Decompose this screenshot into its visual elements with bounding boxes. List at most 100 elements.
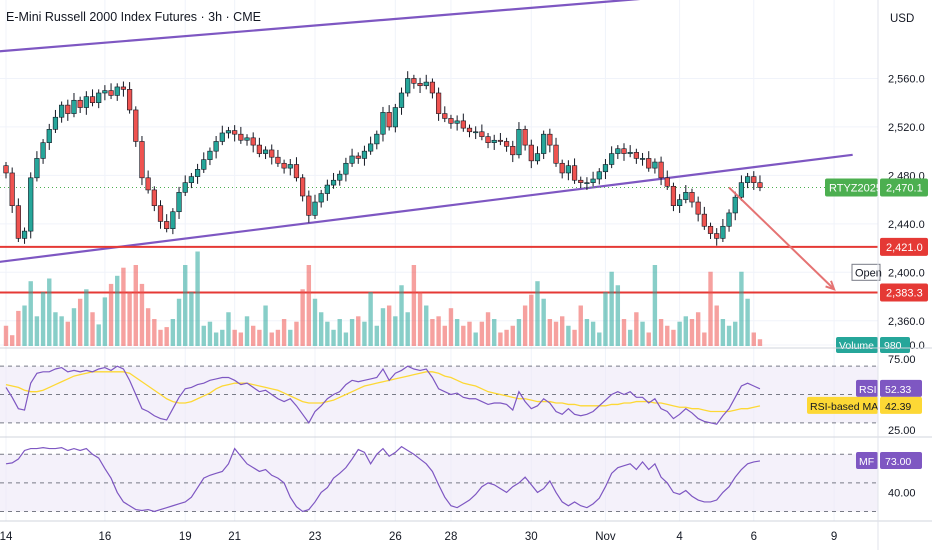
candle[interactable] xyxy=(374,133,380,145)
candle[interactable] xyxy=(275,156,281,164)
candle[interactable] xyxy=(497,139,504,142)
candle[interactable] xyxy=(578,179,584,183)
candle[interactable] xyxy=(565,165,571,174)
candle[interactable] xyxy=(114,86,120,96)
candle[interactable] xyxy=(553,144,559,164)
open-annotation-box[interactable] xyxy=(851,263,881,281)
candle[interactable] xyxy=(627,152,633,154)
candle[interactable] xyxy=(417,83,423,87)
candle[interactable] xyxy=(225,130,232,134)
candle[interactable] xyxy=(559,162,565,174)
candle[interactable] xyxy=(398,92,405,108)
candle[interactable] xyxy=(281,162,287,169)
candle[interactable] xyxy=(139,141,145,179)
candle[interactable] xyxy=(751,176,757,183)
candle[interactable] xyxy=(77,99,83,108)
candle[interactable] xyxy=(244,137,250,141)
candle[interactable] xyxy=(300,177,306,197)
candle[interactable] xyxy=(250,137,256,146)
candle[interactable] xyxy=(361,150,368,159)
candle[interactable] xyxy=(584,182,590,184)
candle[interactable] xyxy=(386,112,392,128)
candle[interactable] xyxy=(670,185,677,206)
candle[interactable] xyxy=(541,133,547,154)
candle[interactable] xyxy=(473,131,479,134)
candle[interactable] xyxy=(683,192,689,200)
candle[interactable] xyxy=(368,143,374,152)
candle[interactable] xyxy=(510,146,516,156)
candle[interactable] xyxy=(714,233,720,239)
candle[interactable] xyxy=(157,205,164,222)
candle[interactable] xyxy=(639,158,646,160)
candle[interactable] xyxy=(596,171,602,180)
candle[interactable] xyxy=(689,192,695,203)
candle[interactable] xyxy=(435,92,442,114)
candle[interactable] xyxy=(182,182,188,193)
candle[interactable] xyxy=(590,178,596,183)
candle[interactable] xyxy=(96,92,102,103)
candle[interactable] xyxy=(21,230,28,239)
candle[interactable] xyxy=(83,96,89,108)
candle[interactable] xyxy=(516,129,522,156)
candle[interactable] xyxy=(726,212,732,227)
candle[interactable] xyxy=(170,211,176,229)
candle[interactable] xyxy=(52,116,59,130)
candle[interactable] xyxy=(324,184,330,194)
candle[interactable] xyxy=(213,141,219,152)
candle[interactable] xyxy=(448,118,454,124)
candle[interactable] xyxy=(392,107,398,128)
candle[interactable] xyxy=(454,120,460,124)
candle[interactable] xyxy=(534,153,541,162)
candle[interactable] xyxy=(571,165,578,181)
candle[interactable] xyxy=(405,78,411,94)
candle[interactable] xyxy=(485,136,491,143)
mf-pane[interactable] xyxy=(0,445,878,513)
candle[interactable] xyxy=(176,192,182,213)
candle[interactable] xyxy=(293,164,300,179)
candle[interactable] xyxy=(615,148,621,154)
currency-label[interactable]: USD xyxy=(890,13,914,25)
candle[interactable] xyxy=(46,129,52,143)
candle[interactable] xyxy=(695,201,701,215)
candle[interactable] xyxy=(269,149,275,158)
candle[interactable] xyxy=(701,213,707,227)
candle[interactable] xyxy=(479,131,485,137)
candle[interactable] xyxy=(466,127,473,133)
channel-lower-line[interactable] xyxy=(0,153,853,263)
candle[interactable] xyxy=(621,148,627,154)
candle[interactable] xyxy=(108,90,114,96)
candle[interactable] xyxy=(677,199,683,206)
candle[interactable] xyxy=(547,133,553,146)
candle[interactable] xyxy=(732,196,738,214)
candle[interactable] xyxy=(503,141,510,147)
candle[interactable] xyxy=(602,164,609,173)
candle[interactable] xyxy=(658,161,664,179)
candle[interactable] xyxy=(238,133,244,141)
candle[interactable] xyxy=(127,89,133,111)
candle[interactable] xyxy=(522,129,528,146)
candle[interactable] xyxy=(102,90,108,94)
candle[interactable] xyxy=(151,189,157,206)
candle[interactable] xyxy=(59,104,65,118)
candle[interactable] xyxy=(318,193,324,203)
candle[interactable] xyxy=(528,144,534,162)
candle[interactable] xyxy=(145,177,151,191)
candle[interactable] xyxy=(9,172,15,206)
candle[interactable] xyxy=(15,205,21,239)
candle[interactable] xyxy=(411,78,417,84)
candle[interactable] xyxy=(380,112,386,135)
projection-arrow[interactable] xyxy=(728,186,835,290)
candle[interactable] xyxy=(707,225,714,234)
candle[interactable] xyxy=(349,155,355,164)
candle[interactable] xyxy=(757,182,763,188)
candle[interactable] xyxy=(744,176,751,183)
candle[interactable] xyxy=(429,81,436,94)
candle[interactable] xyxy=(738,182,745,198)
candle[interactable] xyxy=(355,155,361,159)
candle[interactable] xyxy=(120,86,127,90)
candle[interactable] xyxy=(312,201,318,216)
candle[interactable] xyxy=(164,221,170,229)
candle[interactable] xyxy=(201,159,207,170)
candle[interactable] xyxy=(652,161,658,169)
